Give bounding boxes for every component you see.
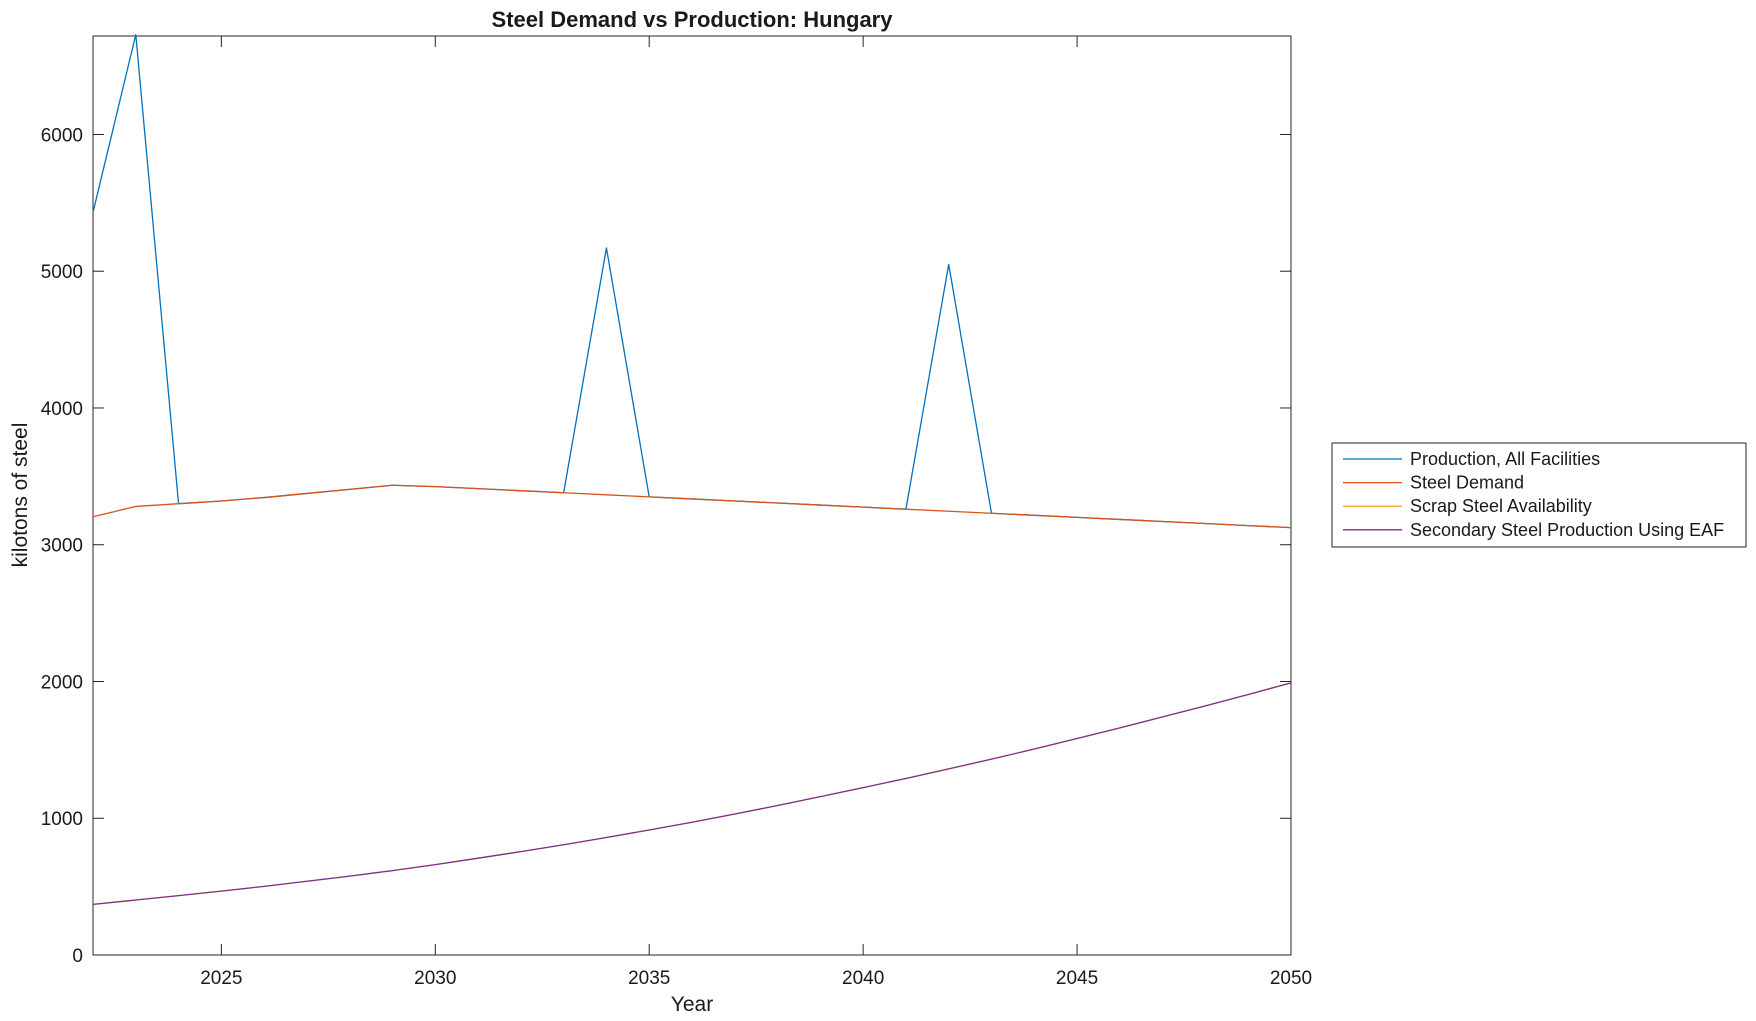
x-tick-label: 2045 — [1056, 968, 1098, 989]
axis-ticks: 2025 2030 2035 2040 2045 2050 0 1000 2000 3000 400… — [41, 36, 1312, 989]
y-tick-label: 4000 — [41, 399, 83, 420]
legend: Production, All Facilities Steel Demand Sc… — [1331, 442, 1747, 548]
legend-label-scrap-steel-availability: Scrap Steel Availability — [1410, 496, 1592, 516]
x-tick-label: 2025 — [200, 968, 242, 989]
legend-label-secondary-steel-production-using-eaf: Secondary Steel Production Using EAF — [1410, 520, 1724, 540]
x-tick-label: 2035 — [628, 968, 670, 989]
y-tick-label: 6000 — [41, 125, 83, 146]
legend-label-production-all-facilities: Production, All Facilities — [1410, 449, 1600, 469]
series-lines — [92, 33, 1292, 906]
chart-title: Steel Demand vs Production: Hungary — [492, 7, 894, 32]
x-axis-label: Year — [671, 993, 713, 1016]
series-line-secondary-steel-production-using-eaf — [92, 682, 1292, 906]
y-axis-label: kilotons of steel — [9, 423, 32, 568]
series-line-steel-demand — [92, 484, 1292, 529]
plot-area — [92, 35, 1292, 956]
y-tick-label: 5000 — [41, 262, 83, 283]
x-tick-label: 2050 — [1270, 968, 1312, 989]
legend-label-steel-demand: Steel Demand — [1410, 473, 1524, 493]
y-tick-label: 0 — [72, 946, 83, 967]
y-tick-label: 2000 — [41, 672, 83, 693]
y-tick-label: 1000 — [41, 809, 83, 830]
y-tick-label: 3000 — [41, 536, 83, 557]
x-tick-label: 2040 — [842, 968, 884, 989]
x-tick-label: 2030 — [414, 968, 456, 989]
